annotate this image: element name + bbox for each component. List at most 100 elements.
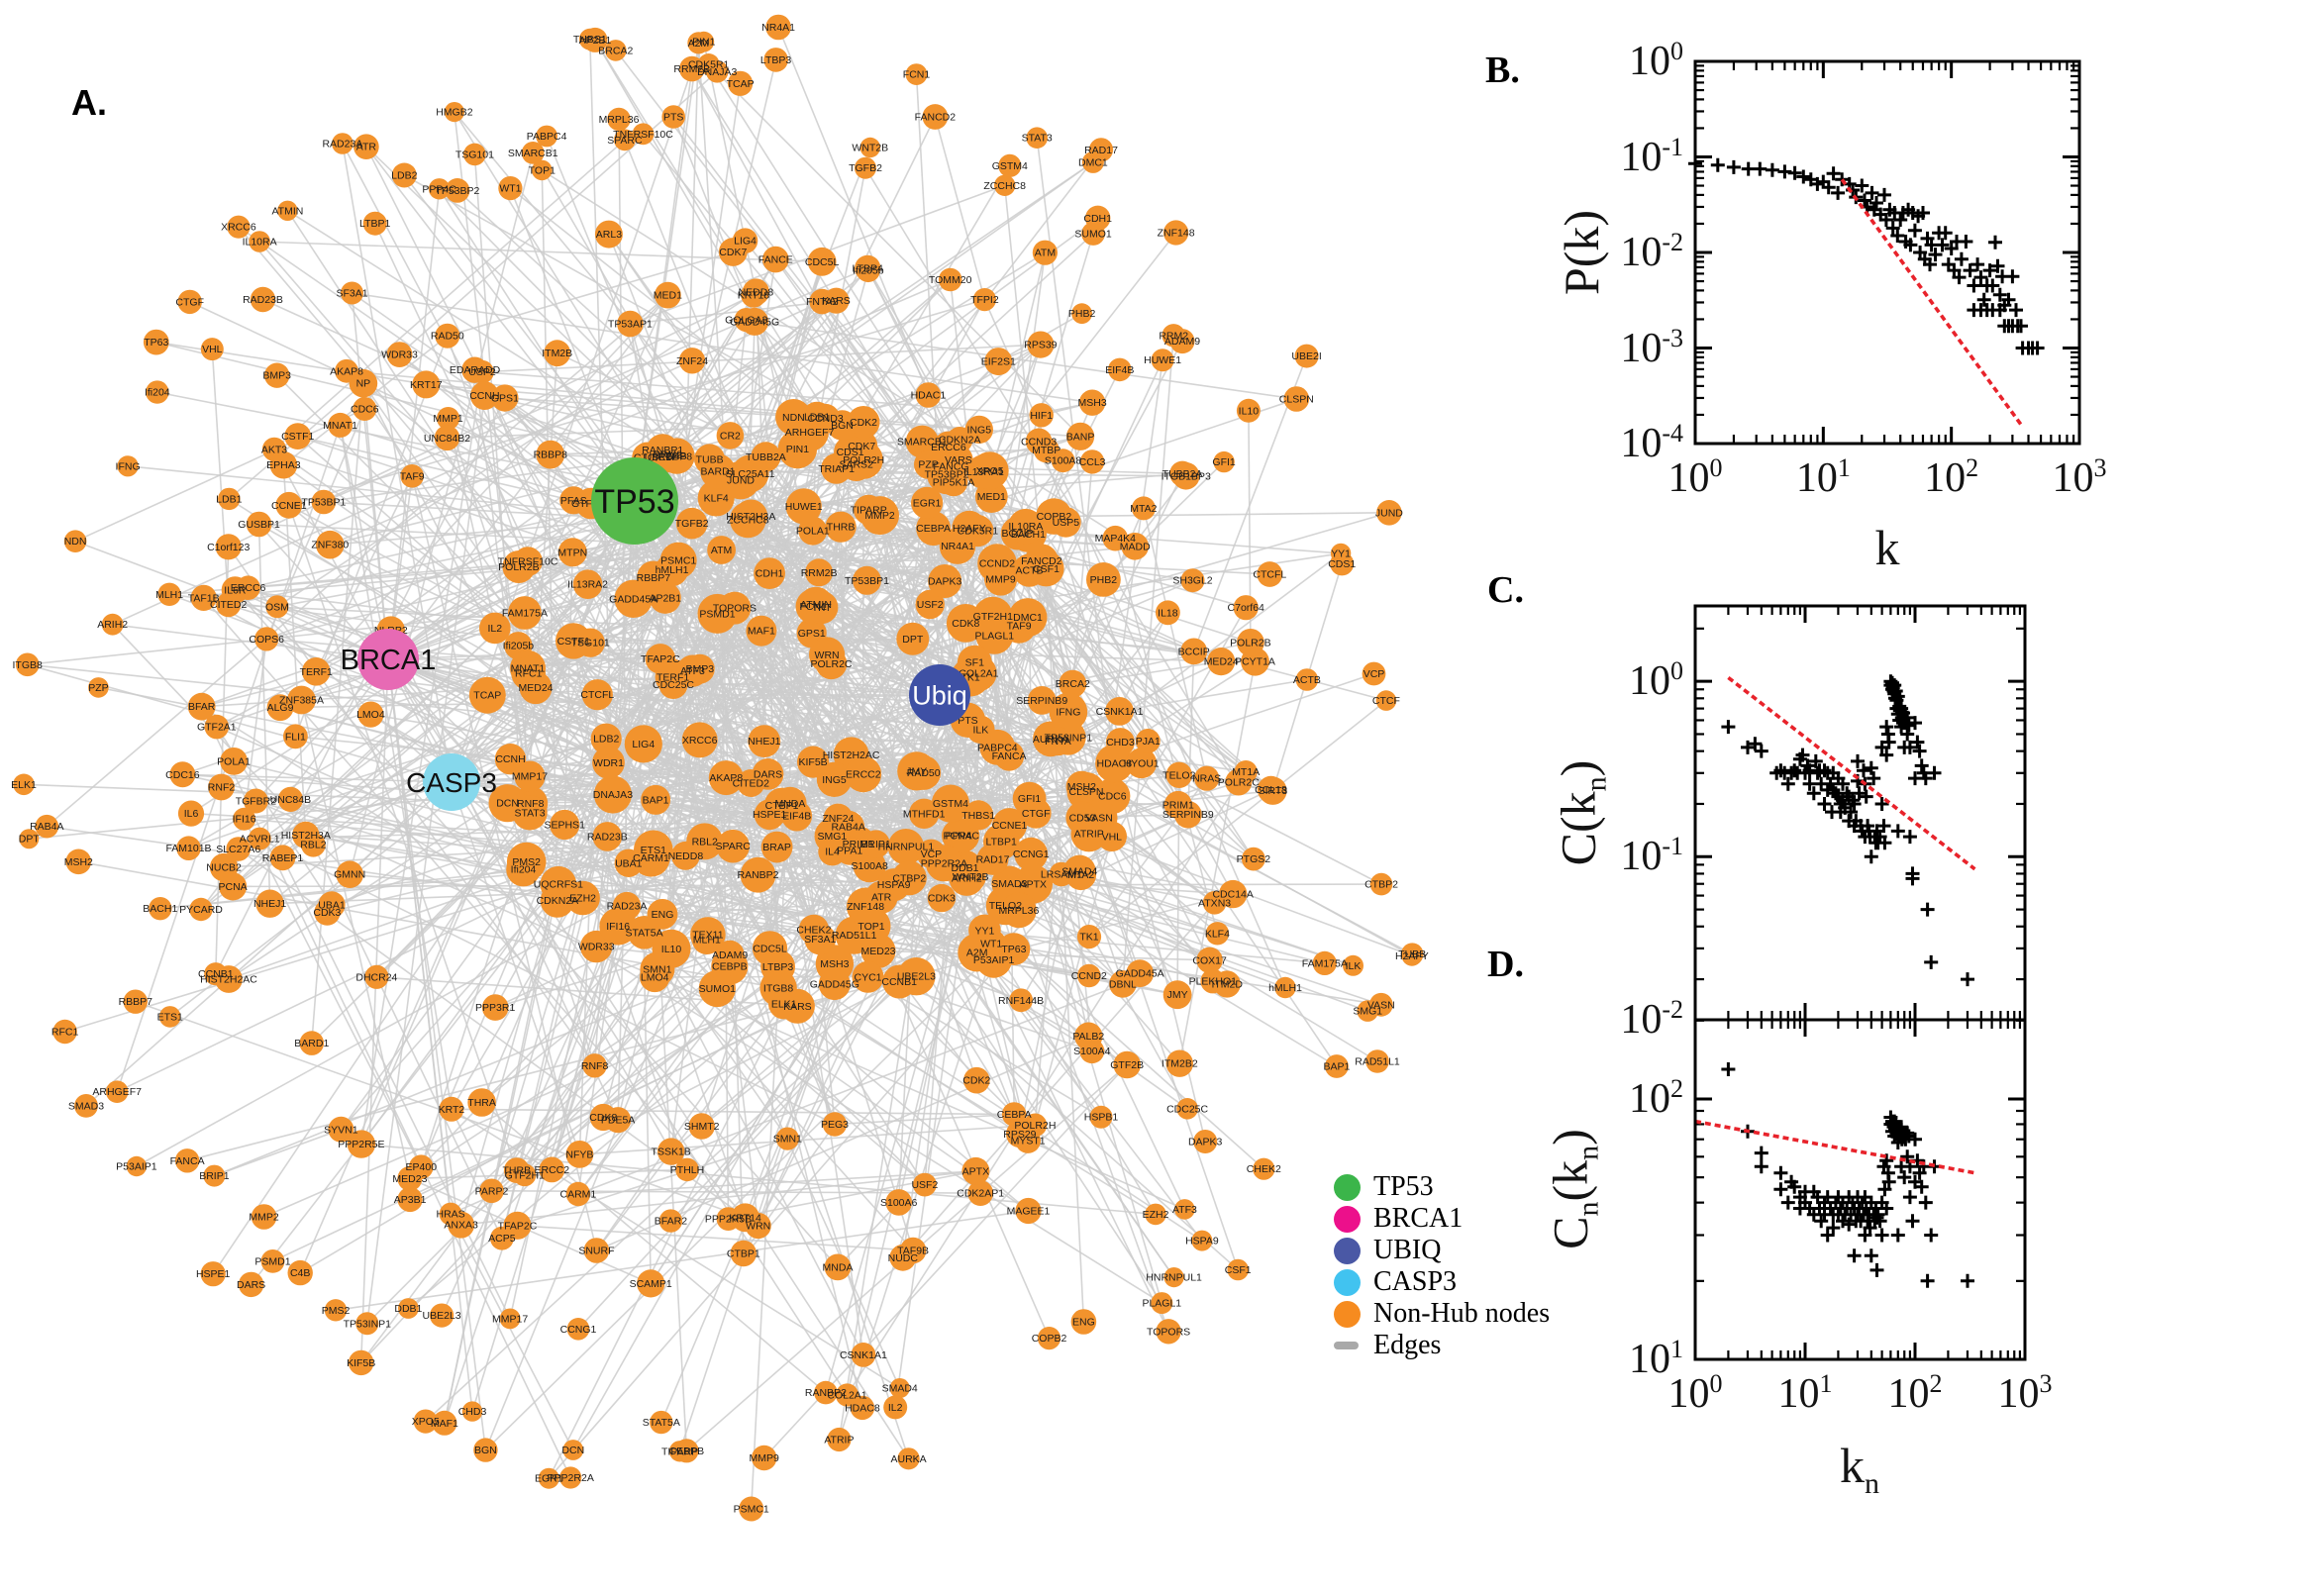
gene-node [1086,562,1121,597]
gene-node-label: IL10RA [1008,521,1043,533]
gene-node [781,800,813,832]
gene-node-label: GTF2H1 [505,1169,545,1181]
legend-item-label: Non-Hub nodes [1373,1298,1551,1329]
gene-node-label: LMO4 [356,709,385,721]
gene-node-label: LDB2 [391,170,417,182]
gene-node-label: A2M [966,948,988,959]
gene-node [897,1447,920,1470]
gene-node [15,652,40,677]
gene-node-label: VHL [202,344,223,355]
gene-node-label: EGR1 [913,497,942,509]
gene-node-label: LTBP3 [760,54,791,66]
gene-node-label: MTA2 [1067,869,1094,881]
gene-node [938,267,962,292]
gene-node-label: PZP [918,459,938,471]
gene-node-label: TAF9 [400,470,425,482]
gene-node [1074,1022,1103,1050]
gene-node-label: TCAP [727,78,755,90]
gene-node-label: RAD50 [907,767,941,779]
gene-node-label: RAD51L1 [832,930,877,942]
gene-node [204,962,228,986]
gene-node [347,1130,376,1158]
gene-node [1151,1292,1173,1315]
gene-node [745,1212,771,1240]
gene-node-label: TOP1 [858,921,884,933]
gene-node-label: UBE2I [645,451,674,463]
gene-node-label: BRIP1 [860,839,891,850]
y-tick-label-D: 102 [1629,1073,1683,1122]
gene-node-label: DCN [561,1445,584,1456]
gene-node [412,370,441,399]
gene-node [754,557,785,589]
gene-node-label: WT1 [499,183,521,195]
gene-node-label: FANCA [992,750,1027,762]
gene-node-label: CDC6 [1098,791,1127,803]
gene-node [1227,1258,1249,1281]
gene-node [752,1445,777,1471]
gene-node [1095,744,1134,783]
gene-node [498,176,523,201]
gene-node-label: CSNK1A1 [840,1349,887,1361]
gene-node-label: MMP17 [512,771,548,783]
gene-node-label: TIPARP [661,1446,698,1457]
gene-node-label: WNT2B [953,871,989,883]
gene-node [889,1378,910,1399]
gene-node-label: CTBP1 [765,800,799,812]
gene-node [657,1138,685,1165]
gene-node [914,449,944,479]
gene-node-label: TELO2 [1162,769,1195,781]
gene-node [1274,976,1296,999]
gene-node [177,289,202,315]
gene-node-label: YY1 [1331,548,1351,559]
gene-node [439,1202,462,1226]
gene-node [814,1380,838,1405]
gene-node-label: CDS1 [1328,558,1356,570]
gene-node-label: PPP4C [422,183,456,195]
gene-node-label: MMP1 [433,413,462,425]
gene-node [35,814,59,839]
gene-node-label: XRCC6 [682,735,718,747]
gene-node-label: USP5 [1053,517,1080,529]
gene-node-label: TUBB2A [746,451,786,463]
gene-node [386,342,413,367]
hub-node-label-casp3: CASP3 [406,767,497,798]
gene-node-label: RBBP8 [534,449,568,461]
gene-node-label: IL13RA1 [963,466,1004,478]
gene-node [218,487,241,511]
gene-node [607,107,631,132]
gene-node-label: TOP1 [529,164,556,176]
gene-node-label: PJA1 [1136,736,1161,748]
gene-node [105,1080,129,1103]
gene-node [255,889,284,918]
gene-node [1070,1309,1097,1335]
gene-node [708,760,744,796]
gene-node [445,178,470,203]
gene-node [578,28,601,50]
gene-node-label: ZNF148 [847,901,884,913]
gene-node-label: JMY [906,765,927,777]
gene-node-label: KIF5B [799,756,828,768]
gene-node [742,278,769,306]
gene-node-label: RAD50 [431,331,464,343]
gene-node [998,153,1022,177]
gene-node-label: SEPHS1 [544,820,585,832]
gene-node-label: MSH3 [1078,397,1107,409]
gene-node-label: BANP [1066,431,1095,443]
gene-node-label: GPS1 [798,628,826,640]
gene-node-label: LTBP3 [762,961,793,973]
gene-node-label: WRN [746,1221,770,1233]
gene-node-label: ATF3 [1172,1204,1197,1216]
gene-node-label: SYVN1 [324,1124,358,1136]
gene-node-label: RANBP2 [805,1387,847,1399]
gene-node-label: TOMM20 [929,274,972,286]
panel-b-label: B. [1485,50,1520,91]
gene-node [1180,568,1205,593]
gene-node [158,1006,181,1028]
gene-node [1077,963,1101,988]
gene-node-label: TSG101 [455,149,494,160]
gene-node-label: ACP5 [488,1233,516,1245]
gene-node-label: DAPK3 [928,576,962,588]
gene-node [617,310,644,338]
gene-node [679,55,705,82]
gene-node-label: SUMO1 [699,983,737,995]
